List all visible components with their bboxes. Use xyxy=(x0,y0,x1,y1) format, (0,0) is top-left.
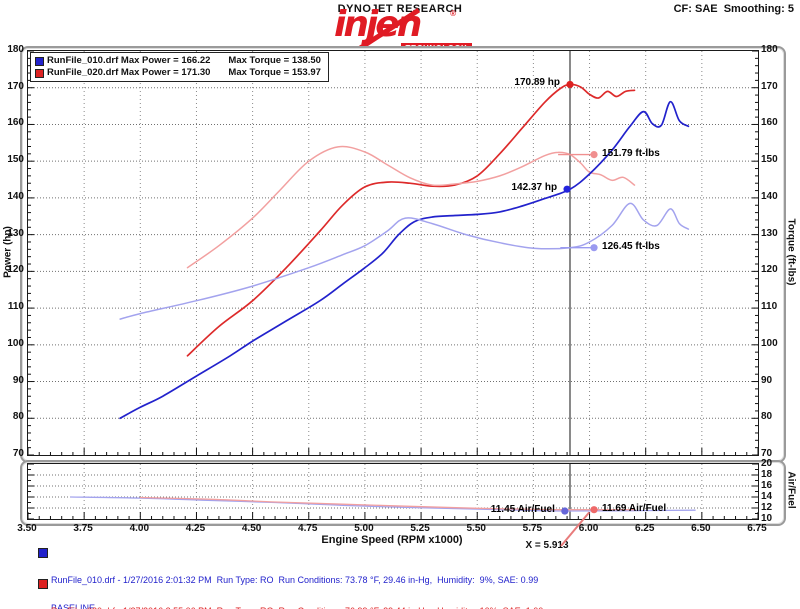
correction-smoothing-label: CF: SAE Smoothing: 5 xyxy=(673,3,794,15)
marker-dot-injen-af-at-cursor xyxy=(590,506,598,514)
legend-swatch-injen xyxy=(35,68,44,78)
rpm-tick-label: 5.00 xyxy=(354,523,374,534)
run-info-injen: RunFile_020.drf - 1/27/2016 3:55:06 PM R… xyxy=(38,578,543,609)
airfuel-tick-label: 18 xyxy=(761,469,773,480)
marker-dot-baseline-torque-at-cursor xyxy=(590,244,598,252)
rpm-tick-label: 3.50 xyxy=(17,523,37,534)
power-tick-label: 120 xyxy=(7,264,24,276)
rpm-tick-label: 4.25 xyxy=(185,523,206,534)
torque-tick-label: 90 xyxy=(761,374,773,386)
power-tick-label: 150 xyxy=(7,154,24,166)
power-tick-label: 80 xyxy=(12,411,24,423)
rpm-tick-label: 4.50 xyxy=(241,523,262,534)
airfuel-tick-label: 10 xyxy=(761,513,773,524)
torque-tick-label: 100 xyxy=(761,337,778,349)
registered-mark-icon: ® xyxy=(450,9,456,18)
power-torque-plot[interactable] xyxy=(27,50,759,456)
torque-tick-label: 140 xyxy=(761,190,778,202)
airfuel-axis-title: Air/Fuel xyxy=(785,471,797,509)
torque-tick-label: 180 xyxy=(761,44,778,55)
run-legend-box: RunFile_010.drf Max Power = 166.22 Max T… xyxy=(30,52,329,82)
airfuel-tick-label: 14 xyxy=(761,491,773,502)
marker-dot-injen-torque-at-cursor xyxy=(590,151,598,159)
power-tick-label: 70 xyxy=(12,448,24,459)
torque-axis-title: Torque (ft-lbs) xyxy=(785,218,797,286)
torque-tick-label: 170 xyxy=(761,80,778,92)
air-fuel-svg xyxy=(28,464,758,519)
torque-tick-label: 130 xyxy=(761,227,778,239)
torque-tick-label: 80 xyxy=(761,411,773,423)
series-baseline-air-fuel xyxy=(70,496,696,512)
page-title: DYNOJET RESEARCH xyxy=(337,3,463,15)
power-torque-svg xyxy=(28,51,758,455)
power-tick-label: 160 xyxy=(7,117,24,129)
marker-dot-baseline-af-at-cursor xyxy=(561,507,569,515)
torque-tick-label: 160 xyxy=(761,117,778,129)
rpm-tick-label: 6.75 xyxy=(747,523,767,534)
marker-dot-injen-peak-power xyxy=(566,80,574,89)
air-fuel-plot[interactable] xyxy=(27,463,759,520)
rpm-tick-label: 5.50 xyxy=(466,523,486,534)
power-tick-label: 170 xyxy=(7,80,24,92)
legend-text-injen-power: RunFile_020.drf Max Power = 171.30 xyxy=(47,67,211,78)
x-axis-title: Engine Speed (RPM x1000) xyxy=(321,534,463,546)
cursor-x-readout: X = 5.913 xyxy=(525,540,569,551)
legend-text-baseline-torque: Max Torque = 138.50 xyxy=(228,55,321,66)
legend-row-baseline: RunFile_010.drf Max Power = 166.22 Max T… xyxy=(35,55,321,67)
rpm-tick-label: 6.00 xyxy=(578,523,599,534)
run-swatch-baseline xyxy=(38,548,48,558)
power-tick-label: 180 xyxy=(7,44,24,55)
series-baseline-torque xyxy=(119,202,690,320)
legend-row-injen: RunFile_020.drf Max Power = 171.30 Max T… xyxy=(35,67,321,79)
run-info-baseline: RunFile_010.drf - 1/27/2016 2:01:32 PM R… xyxy=(38,547,538,609)
run-injen-conditions: RunFile_020.drf - 1/27/2016 3:55:06 PM R… xyxy=(51,606,543,609)
airfuel-tick-label: 20 xyxy=(761,458,773,469)
series-baseline-power xyxy=(119,100,690,420)
torque-tick-label: 150 xyxy=(761,154,778,166)
rpm-tick-label: 6.50 xyxy=(691,523,711,534)
rpm-tick-label: 4.00 xyxy=(129,523,150,534)
rpm-tick-label: 5.75 xyxy=(522,523,543,534)
power-tick-label: 110 xyxy=(7,301,24,313)
series-sp1573-torque xyxy=(186,145,636,269)
series-sp1573-power xyxy=(186,83,636,357)
torque-tick-label: 70 xyxy=(761,448,773,459)
airfuel-tick-label: 12 xyxy=(761,502,773,513)
run-baseline-name: BASELINE xyxy=(51,603,96,609)
run-swatch-injen xyxy=(38,579,48,589)
power-tick-label: 100 xyxy=(7,337,24,349)
torque-tick-label: 110 xyxy=(761,301,778,313)
rpm-tick-label: 4.75 xyxy=(298,523,318,534)
rpm-tick-label: 3.75 xyxy=(73,523,93,534)
legend-text-baseline-power: RunFile_010.drf Max Power = 166.22 xyxy=(47,55,211,66)
rpm-tick-label: 6.25 xyxy=(634,523,655,534)
airfuel-tick-label: 16 xyxy=(761,480,773,491)
rpm-tick-label: 5.25 xyxy=(410,523,430,534)
power-tick-label: 140 xyxy=(7,190,24,202)
legend-swatch-baseline xyxy=(35,56,44,66)
power-tick-label: 90 xyxy=(12,374,24,386)
torque-tick-label: 120 xyxy=(761,264,778,276)
power-tick-label: 130 xyxy=(7,227,24,239)
series-sp1573-air-fuel xyxy=(139,496,636,511)
run-baseline-conditions: RunFile_010.drf - 1/27/2016 2:01:32 PM R… xyxy=(51,574,539,585)
legend-text-injen-torque: Max Torque = 153.97 xyxy=(228,67,321,78)
marker-dot-baseline-power-at-cursor xyxy=(563,185,571,193)
